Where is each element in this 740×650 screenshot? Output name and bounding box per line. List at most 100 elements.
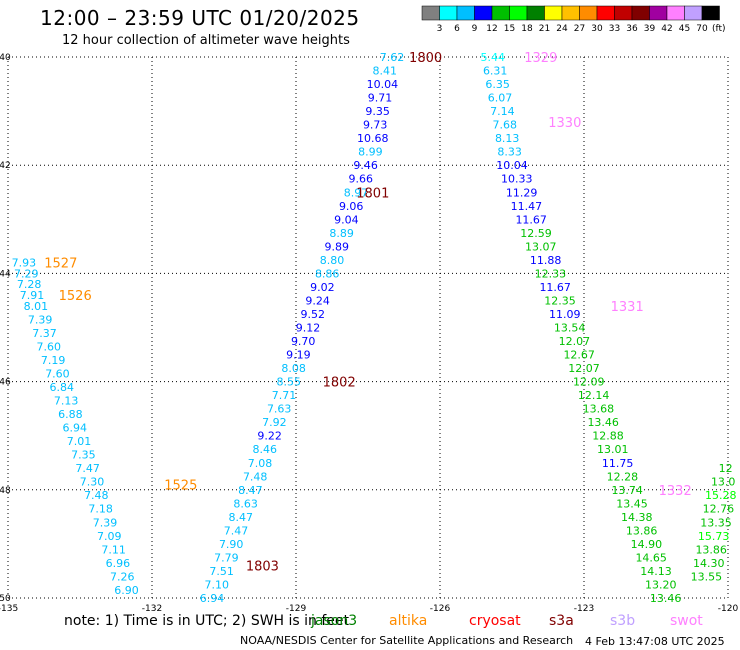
data-label-swot-8: 10.04: [496, 159, 528, 172]
credit-line: NOAA/NESDIS Center for Satellite Applica…: [240, 634, 574, 647]
time-label-swot-3: 1332: [659, 484, 692, 499]
x-tick-label-3: -126: [430, 604, 451, 614]
data-label-s3a-40: 6.94: [200, 592, 225, 605]
data-label-s3a-5: 9.73: [363, 119, 388, 132]
colorbar-label-4: 15: [504, 24, 515, 34]
data-label-s3a-8: 9.46: [353, 159, 378, 172]
data-label-s3a-15: 8.80: [320, 254, 345, 267]
colorbar-label-0: 3: [437, 24, 443, 34]
data-label-jason3-7: 14.30: [693, 557, 725, 570]
time-label-s3a-0: 1800: [409, 51, 442, 66]
colorbar-label-3: 12: [486, 24, 497, 34]
data-label-swot-9: 10.33: [501, 173, 533, 186]
data-label-s3a-14: 9.89: [325, 240, 350, 253]
data-label-altika-21: 7.09: [97, 530, 122, 543]
colorbar-swatch-11: [614, 5, 633, 21]
data-label-s3a-24: 8.55: [277, 376, 302, 389]
data-label-s3a-23: 8.08: [281, 362, 306, 375]
colorbar-swatch-6: [526, 5, 545, 21]
time-label-altika-0: 1527: [44, 257, 77, 272]
data-label-s3a-39: 7.10: [205, 578, 230, 591]
colorbar-label-7: 24: [556, 24, 568, 34]
data-label-jason3-1: 13.0: [711, 476, 736, 489]
data-label-swot-3: 6.07: [488, 92, 513, 105]
colorbar-swatch-12: [631, 5, 650, 21]
data-label-swot-29: 13.01: [597, 443, 629, 456]
data-label-swot-39: 13.20: [645, 578, 677, 591]
data-label-altika-17: 7.30: [80, 476, 105, 489]
data-label-altika-7: 7.60: [37, 340, 62, 353]
data-label-swot-15: 11.88: [530, 254, 562, 267]
data-label-swot-21: 12.07: [559, 335, 591, 348]
x-tick-label-2: -129: [286, 604, 307, 614]
data-label-s3a-37: 7.79: [214, 551, 239, 564]
data-label-altika-15: 7.35: [71, 449, 96, 462]
data-label-s3a-18: 9.24: [305, 294, 330, 307]
y-tick-label-4: -42: [0, 161, 11, 171]
data-label-swot-32: 13.74: [611, 484, 643, 497]
chart-subtitle: 12 hour collection of altimeter wave hei…: [62, 33, 350, 48]
colorbar-swatch-0: [421, 5, 440, 21]
satellite-legend-jason3: jason3: [310, 613, 357, 629]
data-label-s3a-11: 9.06: [339, 200, 364, 213]
data-label-swot-37: 14.65: [635, 551, 667, 564]
data-label-swot-1: 6.31: [483, 65, 508, 78]
data-label-altika-5: 7.39: [28, 313, 53, 326]
satellite-legend-s3b: s3b: [610, 613, 635, 629]
chart-marks: 7.937.297.287.918.017.397.377.607.197.60…: [12, 51, 737, 605]
colorbar-label-2: 9: [472, 24, 478, 34]
time-label-s3a-3: 1803: [246, 560, 279, 575]
data-label-s3a-29: 8.46: [253, 443, 278, 456]
data-label-swot-17: 11.67: [539, 281, 571, 294]
data-label-s3a-33: 8.63: [233, 497, 258, 510]
data-label-swot-28: 12.88: [592, 430, 624, 443]
time-label-altika-2: 1525: [164, 478, 197, 493]
data-label-altika-3: 7.91: [20, 289, 45, 302]
x-tick-label-4: -123: [574, 604, 594, 614]
data-label-s3a-0: 7.62: [380, 51, 405, 64]
colorbar-label-15: 70: [696, 24, 708, 34]
timestamp: 4 Feb 13:47:08 UTC 2025: [585, 635, 725, 648]
data-label-jason3-6: 13.86: [695, 543, 727, 556]
data-label-swot-5: 7.68: [493, 119, 518, 132]
satellite-legend-altika: altika: [389, 613, 427, 629]
data-label-s3a-17: 9.02: [310, 281, 335, 294]
data-label-swot-16: 12.33: [535, 267, 567, 280]
x-tick-label-0: -135: [0, 604, 18, 614]
data-label-s3a-9: 9.66: [349, 173, 374, 186]
colorbar-swatch-2: [456, 5, 475, 21]
data-label-swot-18: 12.35: [544, 294, 576, 307]
y-tick-label-2: -46: [0, 378, 11, 388]
data-label-swot-0: 5.44: [481, 51, 506, 64]
colorbar-swatch-16: [701, 5, 720, 21]
colorbar-swatch-3: [474, 5, 493, 21]
time-label-s3a-2: 1802: [323, 376, 356, 391]
data-label-s3a-35: 7.47: [224, 524, 249, 537]
satellite-legend-swot: swot: [670, 613, 703, 629]
data-label-s3a-13: 8.89: [329, 227, 354, 240]
data-label-swot-26: 13.68: [583, 403, 615, 416]
data-label-swot-20: 13.54: [554, 322, 586, 335]
data-label-s3a-30: 7.08: [248, 457, 273, 470]
data-label-swot-27: 13.46: [587, 416, 619, 429]
data-label-s3a-27: 7.92: [262, 416, 287, 429]
data-label-altika-1: 7.29: [14, 267, 39, 280]
data-label-swot-23: 12.07: [568, 362, 600, 375]
footer-note: note: 1) Time is in UTC; 2) SWH is in fe…: [64, 613, 350, 629]
satellite-legend-s3a: s3a: [549, 613, 574, 629]
data-label-s3a-10: 8.97: [344, 186, 369, 199]
data-label-s3a-16: 8.86: [315, 267, 340, 280]
data-label-altika-0: 7.93: [12, 257, 37, 270]
chart-title: 12:00 – 23:59 UTC 01/20/2025: [40, 6, 360, 30]
data-label-swot-38: 14.13: [640, 565, 672, 578]
data-label-s3a-6: 10.68: [357, 132, 389, 145]
colorbar-label-9: 30: [591, 24, 603, 34]
data-label-s3a-38: 7.51: [209, 565, 234, 578]
data-label-jason3-8: 13.55: [691, 570, 723, 583]
data-label-s3a-12: 9.04: [334, 213, 359, 226]
satellite-legend-cryosat: cryosat: [469, 613, 521, 629]
data-label-swot-7: 8.33: [497, 146, 522, 159]
data-label-s3a-26: 7.63: [267, 403, 292, 416]
colorbar-swatch-1: [439, 5, 458, 21]
data-label-s3a-34: 8.47: [229, 511, 254, 524]
